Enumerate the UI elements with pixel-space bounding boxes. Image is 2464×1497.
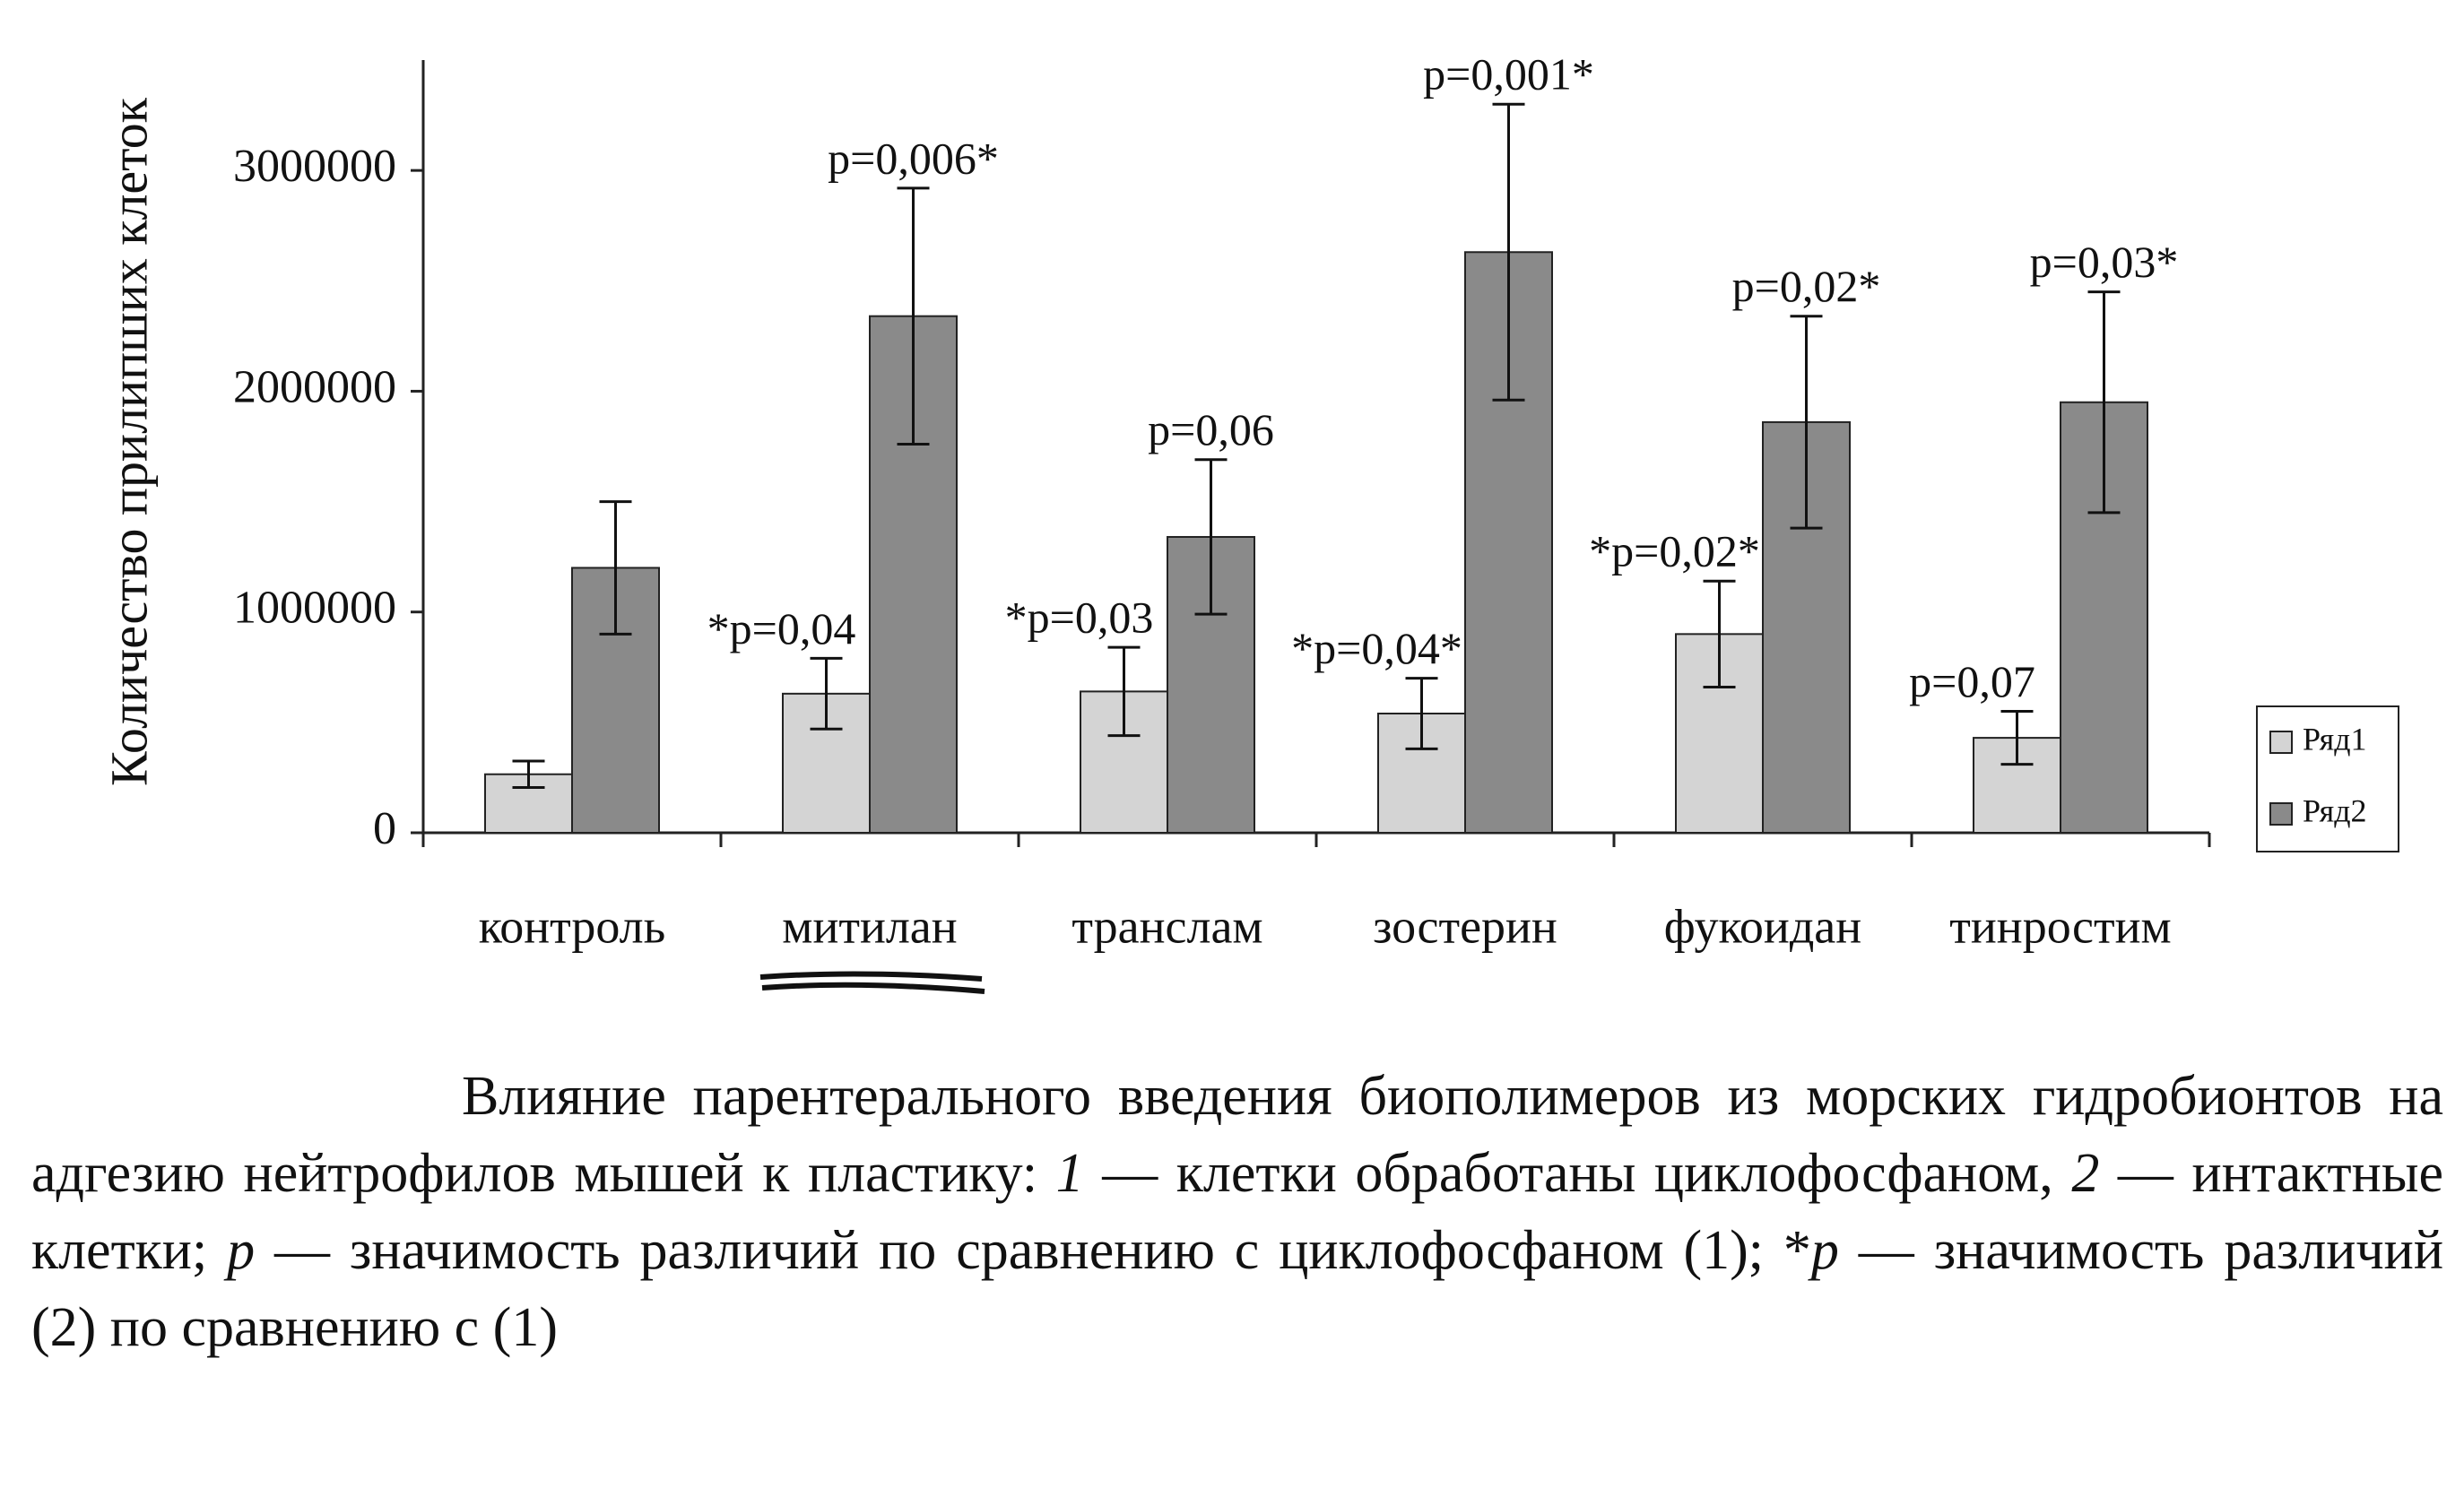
chart: Количество прилипших клеток 0 1000000 2000… <box>100 49 2399 994</box>
error-bar <box>2087 290 2121 515</box>
caption-text: p <box>227 1220 256 1281</box>
caption-text: 1 <box>1055 1143 1084 1204</box>
error-bar <box>1107 645 1141 738</box>
p-value-label: p=0,006* <box>828 133 999 183</box>
legend-label: Ряд2 <box>2303 792 2367 828</box>
bar <box>571 567 660 834</box>
error-bar <box>1790 315 1823 530</box>
caption-text: 2 <box>2071 1143 2100 1204</box>
x-tick-label: фукоидан <box>1664 899 1861 953</box>
caption-text: — значимость различий (2) по сравнению с… <box>31 1220 2444 1358</box>
y-axis-label: Количество прилипших клеток <box>100 97 158 786</box>
error-bar <box>1703 579 1736 688</box>
error-bar <box>1492 102 1525 402</box>
caption-text: — клетки обработаны циклофосфаном, <box>1083 1143 2072 1204</box>
error-bar <box>897 186 930 446</box>
y-tick-label: 2000000 <box>233 361 396 412</box>
p-value-label: p=0,06 <box>1148 404 1274 454</box>
x-tick-label: тинростим <box>1949 899 2171 953</box>
caption-text: — интактные клетки; <box>31 1143 2443 1281</box>
error-bar <box>2000 710 2034 766</box>
p-value-label: *p=0,04 <box>707 603 856 653</box>
error-bar <box>810 656 843 731</box>
legend-swatch <box>2269 802 2293 826</box>
error-bar <box>512 759 545 790</box>
x-tick-label: митилан <box>782 899 957 953</box>
p-value-label: p=0,07 <box>1909 656 2035 706</box>
legend-label: Ряд1 <box>2303 721 2367 757</box>
hand-underline <box>759 971 985 994</box>
y-tick-label: 3000000 <box>233 141 396 192</box>
y-tick-label: 0 <box>373 803 396 854</box>
error-bar <box>1405 677 1438 750</box>
error-bar <box>599 500 632 636</box>
p-value-label: p=0,001* <box>1423 49 1594 100</box>
x-tick-label: контроль <box>479 899 666 953</box>
error-bar <box>1194 458 1228 616</box>
x-tick-label: транслам <box>1071 899 1262 953</box>
p-value-label: p=0,03* <box>2030 237 2179 287</box>
caption-text: — значимость различий по сравнению с цик… <box>255 1220 1811 1281</box>
x-tick-label: зостерин <box>1373 899 1557 953</box>
p-value-label: *p=0,02* <box>1589 526 1760 576</box>
caption-text: Влияние парентерального введения биополи… <box>31 1066 2443 1204</box>
p-value-label: *p=0,03 <box>1005 593 1154 643</box>
y-tick-label: 1000000 <box>233 583 396 634</box>
p-value-label: *p=0,04* <box>1291 623 1462 673</box>
caption: Влияние парентерального введения биополи… <box>31 1058 2443 1366</box>
caption-text: p <box>1810 1220 1839 1281</box>
p-value-label: p=0,02* <box>1732 261 1881 311</box>
legend-swatch <box>2269 731 2293 754</box>
